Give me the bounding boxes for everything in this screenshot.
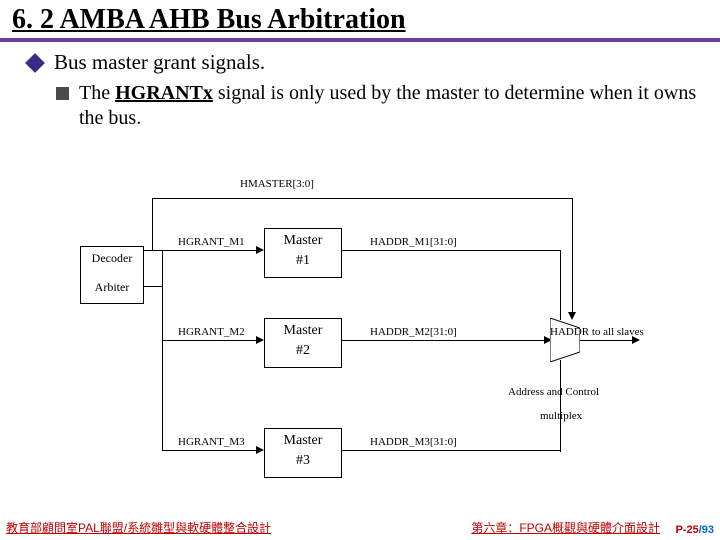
hmaster-bus xyxy=(152,198,572,199)
label-haddr-m3: HADDR_M3[31:0] xyxy=(370,436,457,448)
label-haddr-out: HADDR to all slaves xyxy=(550,326,644,338)
footer-right: 第六章：FPGA概觀與硬體介面設計 xyxy=(471,519,660,536)
decoder-label: Decoder xyxy=(81,251,143,266)
multiplexer-icon xyxy=(550,318,580,362)
page-number: P-25/93 xyxy=(675,524,714,536)
label-haddr-m1: HADDR_M1[31:0] xyxy=(370,236,457,248)
arrow-right-icon xyxy=(256,446,264,454)
signal-hgrantx: HGRANTx xyxy=(115,82,213,104)
bullet-text: Bus master grant signals. xyxy=(54,50,265,75)
diamond-bullet-icon xyxy=(25,53,45,73)
master-3-box: Master #3 xyxy=(264,428,342,478)
subbullet-text: The HGRANTx signal is only used by the m… xyxy=(79,81,704,131)
slide-title: 6. 2 AMBA AHB Bus Arbitration xyxy=(0,0,720,42)
label-hmaster: HMASTER[3:0] xyxy=(240,178,314,190)
master-2-box: Master #2 xyxy=(264,318,342,368)
label-hgrant-m1: HGRANT_M1 xyxy=(178,236,245,248)
label-mux-2: multiplex xyxy=(540,410,582,422)
label-mux-1: Address and Control xyxy=(508,386,599,398)
footer-left: 教育部顧問室PAL聯盟/系統雛型與軟硬體整合設計 xyxy=(6,519,271,536)
label-haddr-m2: HADDR_M2[31:0] xyxy=(370,326,457,338)
block-diagram: HMASTER[3:0] Decoder Arbiter HGRANT_M1 M… xyxy=(80,178,660,488)
label-hgrant-m2: HGRANT_M2 xyxy=(178,326,245,338)
arbiter-label: Arbiter xyxy=(81,280,143,295)
master-1-box: Master #1 xyxy=(264,228,342,278)
decoder-arbiter-box: Decoder Arbiter xyxy=(80,246,144,304)
arrow-right-icon xyxy=(256,336,264,344)
arrow-right-icon xyxy=(256,246,264,254)
label-hgrant-m3: HGRANT_M3 xyxy=(178,436,245,448)
square-bullet-icon xyxy=(56,87,69,100)
content-area: Bus master grant signals. The HGRANTx si… xyxy=(0,42,720,131)
